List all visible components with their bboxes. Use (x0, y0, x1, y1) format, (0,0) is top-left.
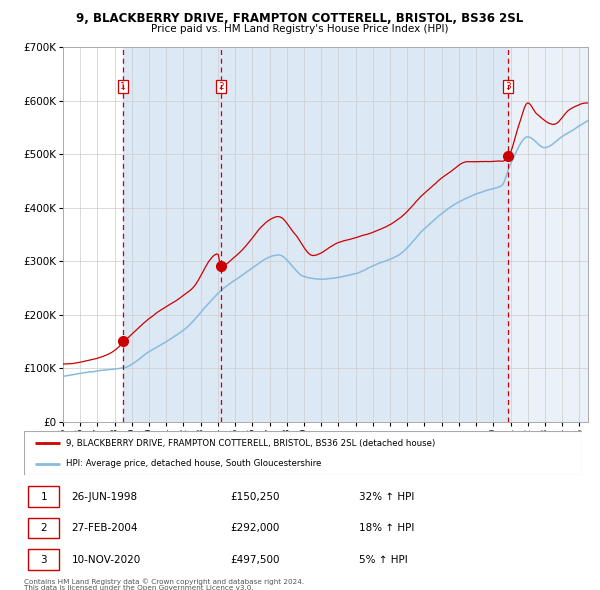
Text: HPI: Average price, detached house, South Gloucestershire: HPI: Average price, detached house, Sout… (66, 460, 321, 468)
Text: 27-FEB-2004: 27-FEB-2004 (71, 523, 138, 533)
Bar (221, 47, 508, 422)
Text: 3: 3 (505, 82, 511, 91)
Text: Price paid vs. HM Land Registry's House Price Index (HPI): Price paid vs. HM Land Registry's House … (151, 24, 449, 34)
Text: 26-JUN-1998: 26-JUN-1998 (71, 491, 137, 502)
Text: 3: 3 (40, 555, 47, 565)
Text: £292,000: £292,000 (230, 523, 280, 533)
Text: 2: 2 (40, 523, 47, 533)
Text: 5% ↑ HPI: 5% ↑ HPI (359, 555, 407, 565)
Text: 2: 2 (218, 82, 223, 91)
Bar (28, 486, 59, 507)
Text: 10-NOV-2020: 10-NOV-2020 (71, 555, 140, 565)
Text: 18% ↑ HPI: 18% ↑ HPI (359, 523, 414, 533)
Text: Contains HM Land Registry data © Crown copyright and database right 2024.: Contains HM Land Registry data © Crown c… (24, 578, 304, 585)
Text: 32% ↑ HPI: 32% ↑ HPI (359, 491, 414, 502)
Bar (123, 47, 221, 422)
Bar (28, 549, 59, 570)
Text: 1: 1 (120, 82, 126, 91)
Bar (28, 517, 59, 539)
Text: 1: 1 (40, 491, 47, 502)
Text: 9, BLACKBERRY DRIVE, FRAMPTON COTTERELL, BRISTOL, BS36 2SL (detached house): 9, BLACKBERRY DRIVE, FRAMPTON COTTERELL,… (66, 438, 435, 448)
Text: £497,500: £497,500 (230, 555, 280, 565)
Bar (508, 47, 588, 422)
Text: This data is licensed under the Open Government Licence v3.0.: This data is licensed under the Open Gov… (24, 585, 254, 590)
Text: £150,250: £150,250 (230, 491, 280, 502)
Text: 9, BLACKBERRY DRIVE, FRAMPTON COTTERELL, BRISTOL, BS36 2SL: 9, BLACKBERRY DRIVE, FRAMPTON COTTERELL,… (76, 12, 524, 25)
